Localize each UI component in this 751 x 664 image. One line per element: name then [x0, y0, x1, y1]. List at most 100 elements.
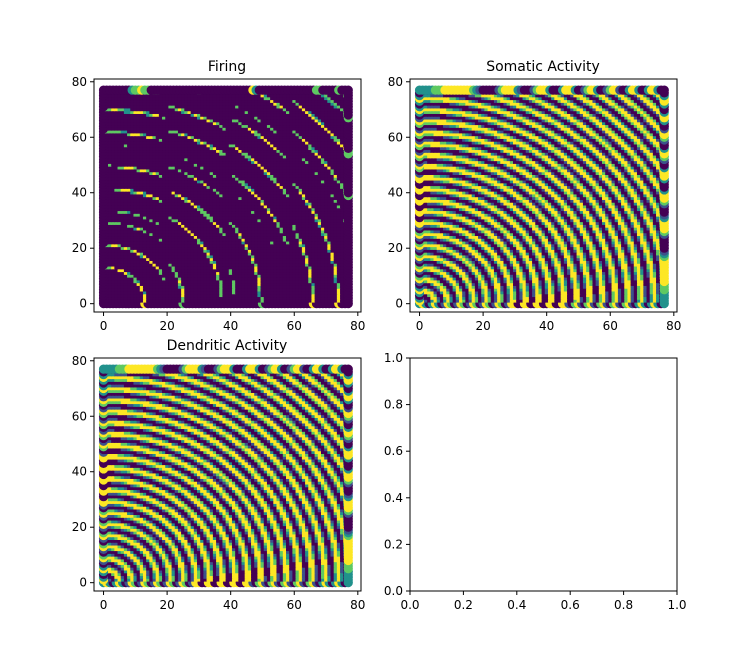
scatter-point: [241, 246, 246, 250]
scatter-point: [270, 274, 274, 278]
scatter-point: [127, 271, 131, 275]
scatter-point: [193, 246, 198, 250]
scatter-point: [206, 138, 211, 142]
scatter-point: [222, 174, 227, 178]
scatter-point: [171, 171, 176, 175]
scatter-point: [120, 193, 125, 198]
scatter-point: [120, 204, 125, 209]
scatter-point: [181, 213, 185, 217]
scatter-point: [171, 188, 176, 192]
scatter-point: [330, 154, 335, 159]
scatter-point: [295, 232, 300, 237]
scatter-point: [260, 232, 265, 237]
scatter-point: [130, 235, 135, 239]
scatter-point: [212, 199, 217, 203]
scatter-point: [152, 232, 157, 237]
scatter-point: [289, 149, 293, 153]
scatter-point: [111, 138, 115, 142]
scatter-point: [152, 166, 157, 170]
scatter-point: [117, 299, 122, 303]
scatter-point: [330, 257, 335, 261]
scatter-point: [266, 210, 271, 214]
scatter-point: [168, 285, 173, 289]
scatter-point: [241, 279, 246, 284]
scatter-point: [314, 196, 319, 200]
scatter-point: [146, 263, 150, 267]
scatter-point: [298, 174, 303, 178]
scatter-point: [305, 154, 309, 159]
scatter-point: [251, 207, 255, 212]
scatter-point: [190, 235, 195, 239]
scatter-point: [127, 171, 131, 175]
scatter-point: [311, 213, 316, 217]
scatter-point: [241, 135, 246, 139]
scatter-point: [133, 288, 138, 292]
scatter-point: [324, 152, 328, 156]
scatter-point: [241, 166, 246, 170]
scatter-point: [219, 232, 224, 237]
scatter-point: [171, 235, 176, 239]
scatter-point: [117, 252, 122, 256]
scatter-point: [123, 218, 128, 223]
scatter-point: [187, 290, 192, 295]
scatter-point: [184, 188, 189, 192]
scatter-point: [158, 152, 163, 156]
scatter-point: [200, 277, 204, 281]
scatter-point: [260, 166, 265, 170]
scatter-point: [247, 296, 252, 300]
scatter-point: [298, 238, 303, 242]
scatter-point: [177, 235, 182, 239]
scatter-point: [162, 254, 166, 259]
scatter-point: [162, 154, 166, 159]
scatter-point: [200, 246, 204, 250]
scatter-point: [142, 210, 147, 214]
scatter-point: [181, 204, 185, 209]
scatter-point: [282, 288, 287, 292]
scatter-point: [120, 146, 125, 151]
scatter-point: [209, 157, 214, 162]
scatter-point: [222, 235, 227, 239]
scatter-point: [197, 177, 201, 181]
scatter-point: [266, 157, 271, 162]
scatter-point: [165, 290, 169, 295]
scatter-point: [235, 130, 239, 134]
scatter-point: [146, 265, 150, 270]
scatter-point: [155, 196, 160, 200]
scatter-point: [238, 149, 243, 153]
scatter-point: [228, 163, 233, 167]
scatter-point: [241, 235, 246, 239]
scatter-point: [219, 213, 224, 217]
scatter-point: [305, 152, 309, 156]
scatter-point: [336, 163, 341, 167]
scatter-point: [152, 199, 157, 203]
scatter-point: [263, 249, 268, 253]
scatter-point: [111, 271, 115, 275]
scatter-point: [139, 249, 144, 253]
scatter-point: [174, 143, 179, 148]
scatter-point: [317, 185, 322, 189]
scatter-point: [190, 193, 195, 198]
scatter-point: [273, 185, 278, 189]
scatter-point: [327, 177, 332, 181]
scatter-point: [117, 277, 122, 281]
scatter-point: [184, 146, 189, 151]
scatter-point: [276, 238, 281, 242]
scatter-point: [165, 252, 169, 256]
scatter-point: [171, 179, 176, 184]
scatter-point: [336, 265, 341, 270]
scatter-point: [149, 213, 154, 217]
scatter-point: [222, 265, 227, 270]
scatter-point: [222, 146, 227, 151]
scatter-point: [212, 138, 217, 142]
scatter-point: [298, 246, 303, 250]
scatter-point: [244, 138, 249, 142]
scatter-point: [146, 290, 150, 295]
scatter-point: [286, 154, 290, 159]
scatter-point: [273, 243, 278, 248]
scatter-point: [254, 277, 258, 281]
scatter-point: [209, 240, 214, 245]
scatter-point: [298, 138, 303, 142]
scatter-point: [266, 238, 271, 242]
scatter-point: [149, 179, 154, 184]
scatter-point: [212, 193, 217, 198]
